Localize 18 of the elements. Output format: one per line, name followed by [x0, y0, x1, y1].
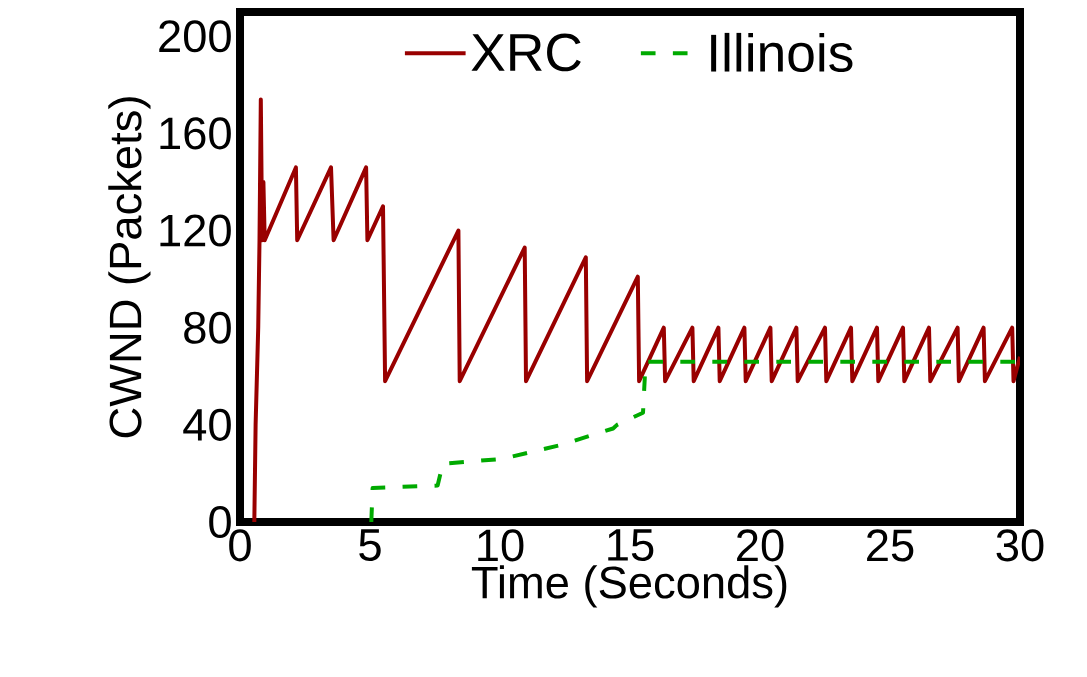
x-axis-title: Time (Seconds): [471, 565, 787, 608]
y-axis-title: CWND (Packets): [108, 97, 151, 438]
y-tick-label: 80: [184, 311, 231, 344]
x-tick-label: 5: [359, 529, 381, 561]
legend-label: Illinois: [711, 32, 853, 73]
y-tick-label: 160: [160, 117, 231, 150]
x-tick-label: 30: [996, 529, 1044, 562]
x-tick-label: 25: [867, 529, 914, 562]
line-series: [252, 97, 1020, 522]
y-tick-label: 40: [183, 408, 231, 441]
y-tick-label: 200: [159, 20, 231, 53]
y-tick-label: 120: [160, 214, 231, 247]
y-tick-label: 0: [209, 505, 231, 539]
legend-label: XRC: [471, 33, 581, 72]
x-tick-label: 15: [608, 529, 654, 561]
x-tick-label: 10: [478, 529, 524, 562]
x-tick-label: 20: [737, 529, 784, 562]
x-tick-label: 0: [229, 529, 251, 562]
